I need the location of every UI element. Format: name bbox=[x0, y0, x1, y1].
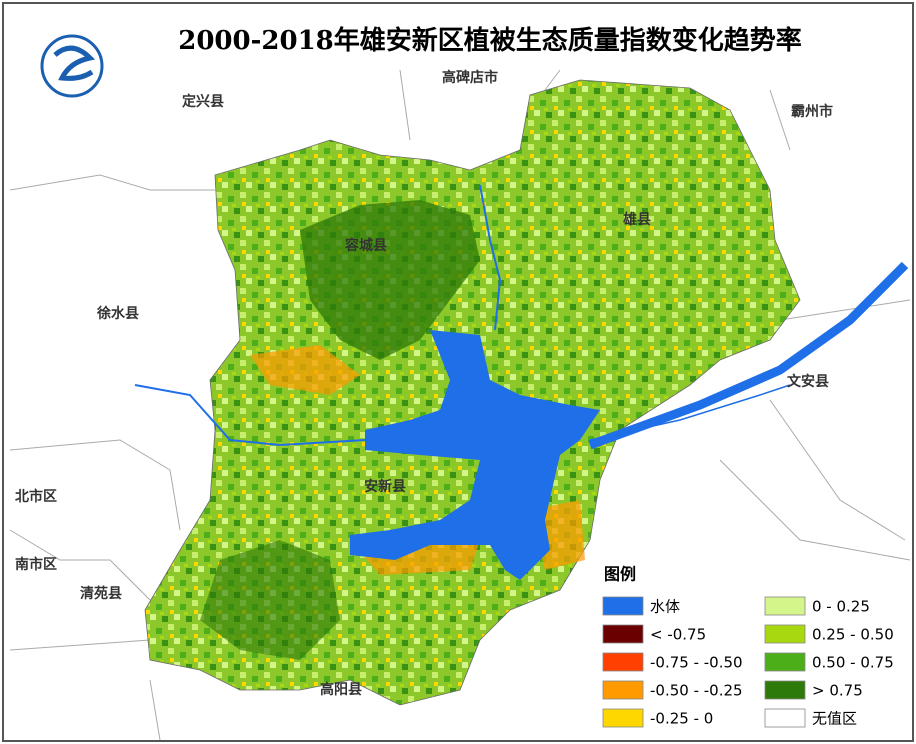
place-label: 高碑店市 bbox=[442, 69, 498, 86]
legend-swatch bbox=[764, 624, 806, 644]
legend-label: -0.75 - -0.50 bbox=[650, 654, 743, 672]
river bbox=[134, 184, 909, 450]
legend-box bbox=[596, 560, 908, 736]
place-label: 徐水县 bbox=[96, 305, 139, 322]
place-label: 高阳县 bbox=[320, 681, 362, 698]
legend: 图例 水体 < -0.75 -0.75 - -0.50 -0.50 - -0.25 -0… bbox=[596, 560, 908, 736]
legend-swatch bbox=[764, 596, 806, 616]
legend-label: -0.50 - -0.25 bbox=[650, 682, 743, 700]
water-body bbox=[350, 330, 600, 580]
legend-label: -0.25 - 0 bbox=[650, 710, 713, 728]
legend-label: 水体 bbox=[650, 598, 680, 616]
legend-swatch bbox=[602, 708, 644, 728]
legend-swatch bbox=[764, 708, 806, 728]
legend-swatch bbox=[602, 680, 644, 700]
legend-label: 0 - 0.25 bbox=[812, 598, 870, 616]
legend-label: < -0.75 bbox=[650, 626, 706, 644]
place-labels: 高碑店市 定兴县 霸州市 雄县 容城县 徐水县 文安县 安新县 北市区 南市区 … bbox=[15, 69, 833, 698]
place-label: 文安县 bbox=[787, 373, 829, 390]
legend-label: 无值区 bbox=[812, 710, 857, 728]
place-label: 清苑县 bbox=[80, 585, 122, 602]
place-label: 雄县 bbox=[622, 211, 651, 228]
legend-label: 0.50 - 0.75 bbox=[812, 654, 894, 672]
map-title: 2000-2018年雄安新区植被生态质量指数变化趋势率 bbox=[178, 25, 802, 56]
legend-title: 图例 bbox=[604, 565, 636, 584]
place-label: 霸州市 bbox=[791, 103, 833, 120]
legend-swatch bbox=[602, 596, 644, 616]
county-borders bbox=[9, 69, 911, 741]
legend-swatch bbox=[764, 652, 806, 672]
legend-swatch bbox=[602, 652, 644, 672]
place-label: 容城县 bbox=[344, 237, 387, 254]
dense-vegetation bbox=[300, 200, 480, 360]
place-label: 定兴县 bbox=[182, 93, 224, 110]
legend-swatch bbox=[602, 624, 644, 644]
place-label: 安新县 bbox=[364, 478, 406, 495]
place-label: 南市区 bbox=[15, 556, 57, 573]
dense-vegetation bbox=[200, 540, 340, 660]
legend-swatch bbox=[764, 680, 806, 700]
place-label: 北市区 bbox=[15, 488, 57, 505]
logo bbox=[40, 34, 104, 98]
legend-label: 0.25 - 0.50 bbox=[812, 626, 894, 644]
legend-label: > 0.75 bbox=[812, 682, 863, 700]
